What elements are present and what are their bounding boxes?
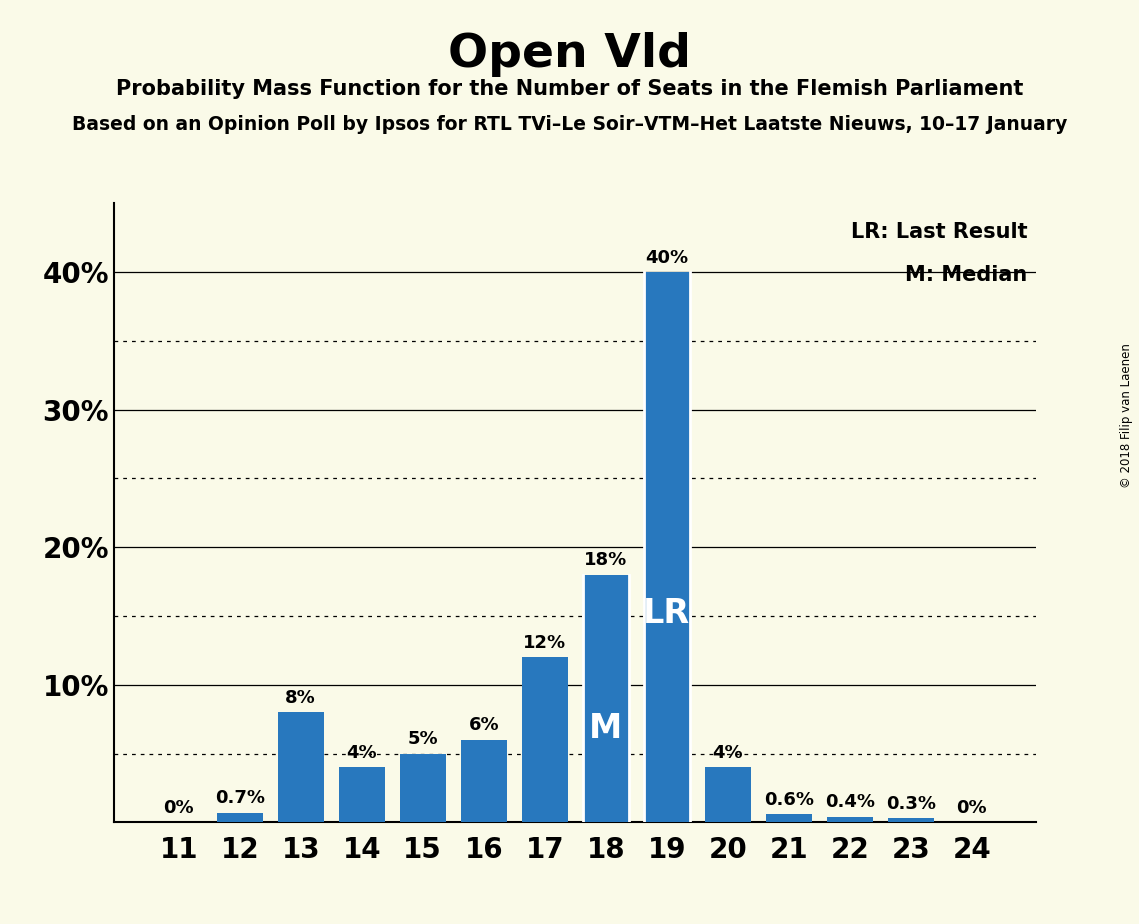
Text: 18%: 18% <box>584 552 628 569</box>
Bar <box>765 814 812 822</box>
Text: 0%: 0% <box>957 799 988 817</box>
Text: 12%: 12% <box>523 634 566 651</box>
Text: M: M <box>589 711 622 745</box>
Bar <box>278 712 323 822</box>
Text: Probability Mass Function for the Number of Seats in the Flemish Parliament: Probability Mass Function for the Number… <box>116 79 1023 99</box>
Text: LR: Last Result: LR: Last Result <box>851 222 1027 242</box>
Bar <box>583 575 629 822</box>
Text: 6%: 6% <box>468 716 499 735</box>
Text: 40%: 40% <box>645 249 688 266</box>
Bar <box>887 819 934 822</box>
Bar <box>644 272 689 822</box>
Text: LR: LR <box>644 597 690 630</box>
Text: 0.3%: 0.3% <box>886 795 935 813</box>
Text: 8%: 8% <box>286 688 317 707</box>
Text: 0%: 0% <box>163 799 194 817</box>
Bar <box>338 767 385 822</box>
Text: 0.6%: 0.6% <box>763 791 813 808</box>
Bar <box>400 754 445 822</box>
Text: 4%: 4% <box>712 744 743 761</box>
Text: © 2018 Filip van Laenen: © 2018 Filip van Laenen <box>1121 344 1133 488</box>
Text: M: Median: M: Median <box>906 265 1027 286</box>
Bar <box>522 657 567 822</box>
Text: 5%: 5% <box>408 730 439 748</box>
Text: Open Vld: Open Vld <box>448 32 691 78</box>
Text: 0.7%: 0.7% <box>215 789 264 808</box>
Text: 0.4%: 0.4% <box>825 794 875 811</box>
Text: Based on an Opinion Poll by Ipsos for RTL TVi–Le Soir–VTM–Het Laatste Nieuws, 10: Based on an Opinion Poll by Ipsos for RT… <box>72 116 1067 135</box>
Bar <box>216 813 263 822</box>
Bar <box>461 740 507 822</box>
Bar <box>705 767 751 822</box>
Bar <box>827 817 872 822</box>
Text: 4%: 4% <box>346 744 377 761</box>
